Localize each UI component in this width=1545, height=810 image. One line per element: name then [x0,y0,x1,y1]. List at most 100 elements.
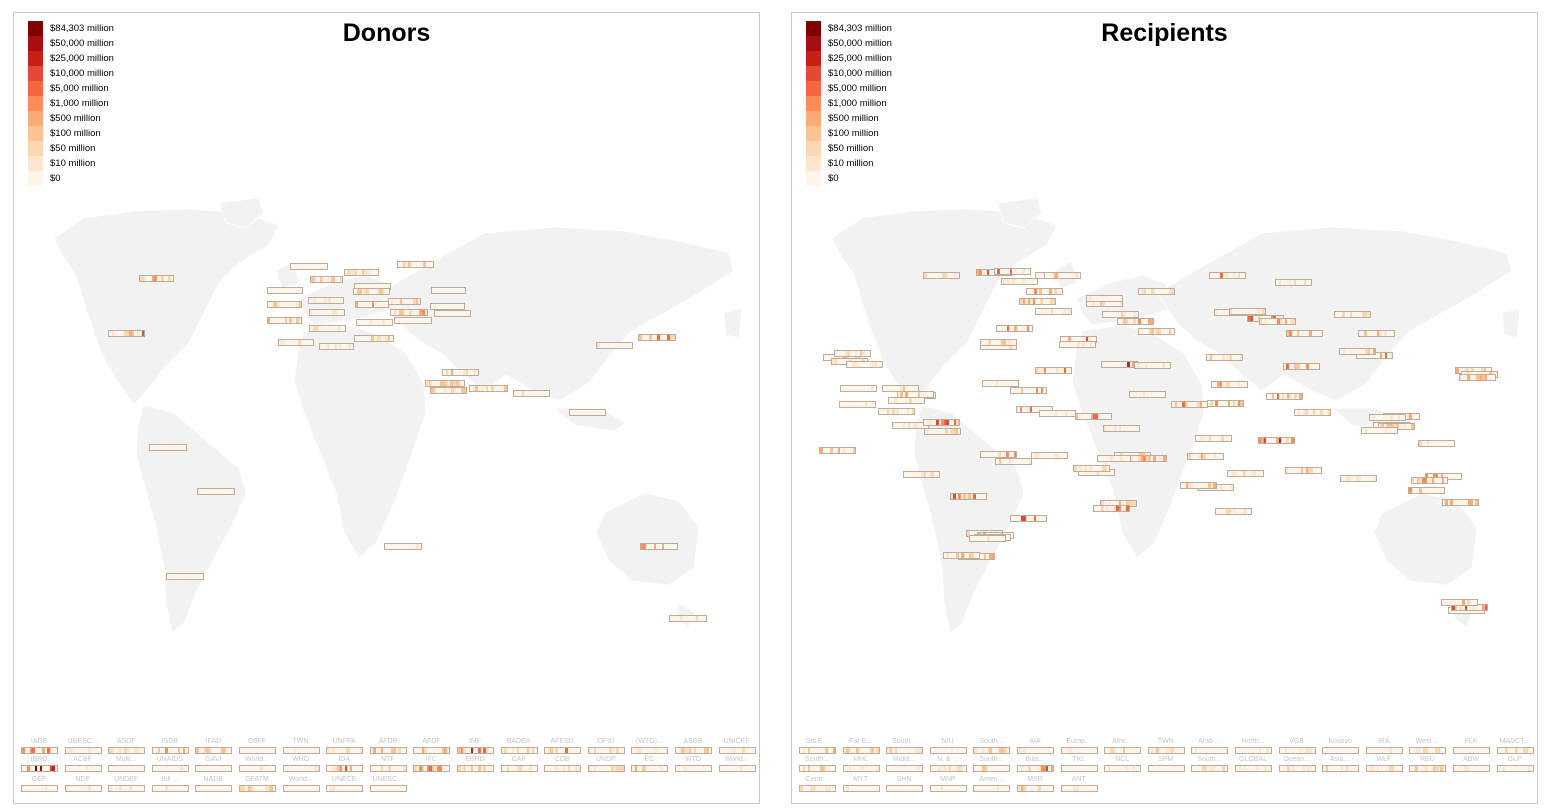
country-funding-strip[interactable] [1035,367,1073,375]
country-funding-strip[interactable] [1458,373,1496,381]
country-funding-strip[interactable] [924,427,962,435]
country-funding-strip[interactable] [1265,393,1303,401]
country-funding-strip[interactable] [1410,476,1448,484]
country-funding-strip[interactable] [845,360,883,368]
country-funding-strip[interactable] [309,309,345,316]
country-funding-strip[interactable] [819,446,857,454]
country-funding-strip[interactable] [1058,341,1096,349]
organization-funding-strip[interactable] [369,765,407,772]
country-funding-strip[interactable] [430,303,465,310]
organization-funding-strip[interactable] [1191,765,1229,772]
country-funding-strip[interactable] [1034,308,1072,316]
country-funding-strip[interactable] [425,380,465,387]
organization-funding-strip[interactable] [108,765,146,772]
country-funding-strip[interactable] [942,552,980,560]
organization-funding-strip[interactable] [1365,765,1403,772]
organization-funding-strip[interactable] [973,765,1011,772]
organization-funding-strip[interactable] [21,785,58,792]
country-funding-strip[interactable] [513,390,550,397]
organization-funding-strip[interactable] [842,765,880,772]
organization-funding-strip[interactable] [886,785,924,792]
organization-funding-strip[interactable] [64,747,102,754]
country-funding-strip[interactable] [1137,328,1175,336]
country-funding-strip[interactable] [1340,474,1378,482]
organization-funding-strip[interactable] [500,765,538,772]
country-funding-strip[interactable] [1078,469,1116,477]
organization-funding-strip[interactable] [587,747,625,754]
country-funding-strip[interactable] [1171,400,1209,408]
country-funding-strip[interactable] [1085,294,1123,302]
organization-funding-strip[interactable] [1235,765,1272,772]
country-funding-strip[interactable] [384,543,422,550]
country-funding-strip[interactable] [1038,409,1076,417]
country-funding-strip[interactable] [1073,464,1111,472]
organization-funding-strip[interactable] [21,765,58,772]
organization-funding-strip[interactable] [369,747,407,754]
organization-funding-strip[interactable] [1191,747,1229,754]
organization-funding-strip[interactable] [326,765,364,772]
country-funding-strip[interactable] [1424,472,1462,480]
country-funding-strip[interactable] [1137,287,1175,295]
organization-funding-strip[interactable] [1060,785,1098,792]
organization-funding-strip[interactable] [1060,765,1098,772]
country-funding-strip[interactable] [1215,507,1253,515]
country-funding-strip[interactable] [1030,451,1068,459]
organization-funding-strip[interactable] [457,765,494,772]
country-funding-strip[interactable] [434,310,471,317]
country-funding-strip[interactable] [1187,453,1225,461]
organization-funding-strip[interactable] [929,785,967,792]
country-funding-strip[interactable] [1179,481,1217,489]
country-funding-strip[interactable] [1129,391,1167,399]
country-funding-strip[interactable] [888,396,926,404]
organization-funding-strip[interactable] [544,747,582,754]
country-funding-strip[interactable] [1294,409,1332,417]
organization-funding-strip[interactable] [886,747,924,754]
organization-funding-strip[interactable] [195,765,233,772]
country-funding-strip[interactable] [1361,426,1399,434]
country-funding-strip[interactable] [923,271,961,279]
country-funding-strip[interactable] [669,615,707,622]
organization-funding-strip[interactable] [64,765,102,772]
organization-funding-strip[interactable] [718,747,756,754]
organization-funding-strip[interactable] [151,765,189,772]
country-funding-strip[interactable] [1117,317,1155,325]
country-funding-strip[interactable] [1275,278,1313,286]
organization-funding-strip[interactable] [1322,747,1360,754]
organization-funding-strip[interactable] [1322,765,1360,772]
organization-funding-strip[interactable] [842,747,880,754]
organization-funding-strip[interactable] [21,747,58,754]
country-funding-strip[interactable] [430,387,467,394]
country-funding-strip[interactable] [1101,361,1139,369]
country-funding-strip[interactable] [1258,318,1296,326]
organization-funding-strip[interactable] [1104,747,1142,754]
organization-funding-strip[interactable] [239,747,276,754]
country-funding-strip[interactable] [390,309,428,316]
country-funding-strip[interactable] [596,342,633,349]
country-funding-strip[interactable] [878,407,916,415]
country-funding-strip[interactable] [1441,598,1479,606]
organization-funding-strip[interactable] [282,747,320,754]
organization-funding-strip[interactable] [1496,765,1534,772]
country-funding-strip[interactable] [1195,435,1233,443]
organization-funding-strip[interactable] [282,765,320,772]
country-funding-strip[interactable] [1206,400,1244,408]
organization-funding-strip[interactable] [1147,765,1185,772]
organization-funding-strip[interactable] [369,785,407,792]
country-funding-strip[interactable] [1211,381,1249,389]
organization-funding-strip[interactable] [326,785,364,792]
organization-funding-strip[interactable] [1017,765,1054,772]
organization-funding-strip[interactable] [413,765,451,772]
country-funding-strip[interactable] [980,342,1018,350]
country-funding-strip[interactable] [995,458,1033,466]
organization-funding-strip[interactable] [64,785,102,792]
organization-funding-strip[interactable] [151,785,189,792]
country-funding-strip[interactable] [1010,514,1048,522]
country-funding-strip[interactable] [310,276,343,283]
country-funding-strip[interactable] [995,325,1033,333]
country-funding-strip[interactable] [1441,498,1479,506]
country-funding-strip[interactable] [980,450,1017,458]
organization-funding-strip[interactable] [1060,747,1098,754]
country-funding-strip[interactable] [1418,439,1456,447]
country-funding-strip[interactable] [1284,466,1322,474]
organization-funding-strip[interactable] [1278,747,1316,754]
